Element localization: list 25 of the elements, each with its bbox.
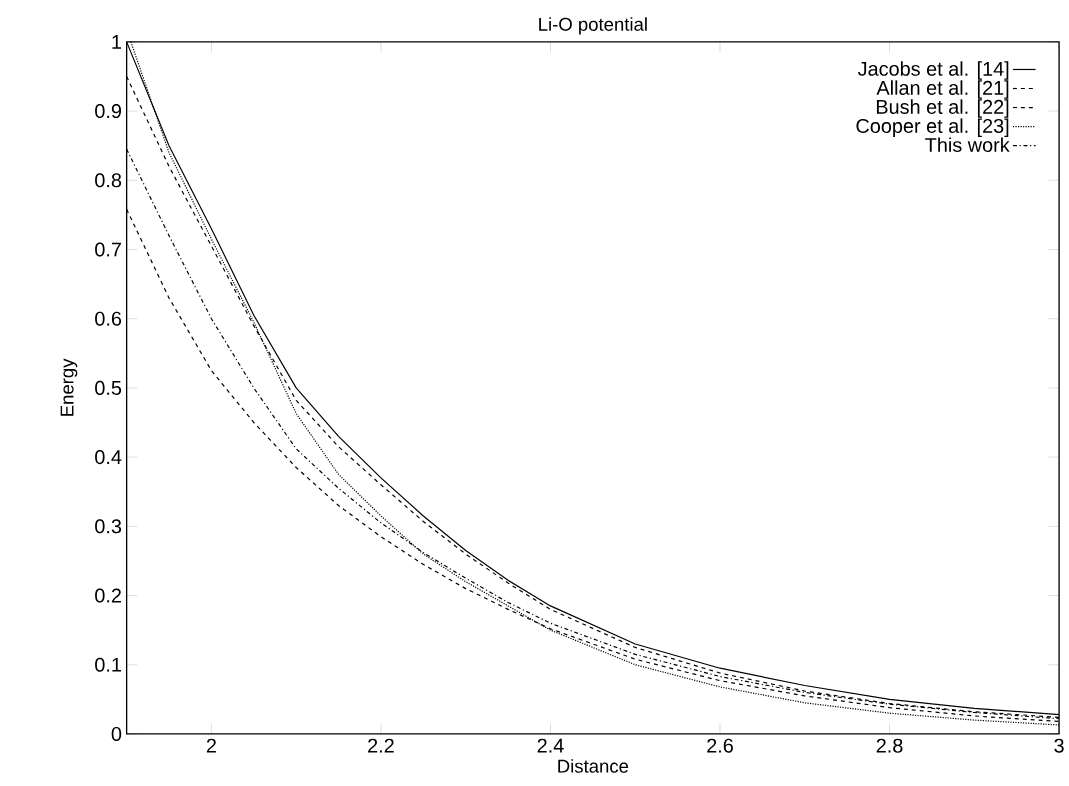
y-tick-label: 1 xyxy=(112,35,121,49)
x-tick-label: 2.2 xyxy=(368,738,394,753)
x-tick-label: 2.8 xyxy=(876,738,903,753)
legend-label: This work xyxy=(925,137,1010,153)
y-tick-label: 0.9 xyxy=(95,104,122,119)
legend-label: Cooper et al. [23] xyxy=(856,118,1009,137)
y-tick-label: 0.1 xyxy=(95,657,121,672)
legend-label: Jacobs et al. [14] xyxy=(857,61,1009,80)
x-tick-label: 3 xyxy=(1054,738,1064,753)
y-tick-label: 0.3 xyxy=(95,519,122,534)
x-tick-label: 2 xyxy=(206,738,216,753)
y-tick-label: 0.2 xyxy=(95,588,121,603)
x-axis-title: Distance xyxy=(558,759,629,773)
chart-title: Li-O potential xyxy=(539,17,647,35)
y-tick-label: 0.4 xyxy=(95,450,122,465)
legend-label: Allan et al. [21] xyxy=(876,80,1009,99)
y-tick-label: 0.5 xyxy=(95,380,122,396)
y-tick-label: 0.7 xyxy=(95,242,121,257)
y-tick-label: 0 xyxy=(111,727,122,742)
x-tick-label: 2.6 xyxy=(707,738,733,753)
legend-label: Bush et al. [22] xyxy=(876,99,1009,118)
x-tick-label: 2.4 xyxy=(537,738,564,753)
y-axis-title: Energy xyxy=(60,358,78,416)
y-tick-label: 0.8 xyxy=(95,173,122,188)
y-tick-label: 0.6 xyxy=(95,311,122,326)
